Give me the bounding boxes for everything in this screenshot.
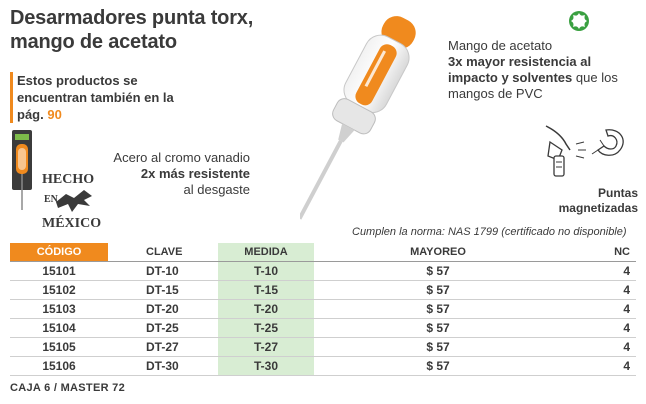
- made-in-line-3: MÉXICO: [42, 216, 102, 231]
- cell-mayoreo: $ 57: [314, 318, 562, 338]
- cell-clave: DT-10: [108, 261, 218, 281]
- eagle-icon: [56, 190, 92, 212]
- standard-note: Cumplen la norma: NAS 1799 (certificado …: [352, 226, 627, 238]
- callout-puntas: Puntas magnetizadas: [548, 186, 638, 216]
- header-clave: CLAVE: [108, 243, 218, 262]
- cell-codigo: 15103: [10, 299, 108, 319]
- cell-nc: 4: [562, 280, 636, 300]
- cell-nc: 4: [562, 356, 636, 376]
- cell-nc: 4: [562, 299, 636, 319]
- title-line-1: Desarmadores punta torx,: [10, 7, 254, 29]
- table-row: 15101 DT-10 T-10 $ 57 4: [10, 261, 636, 281]
- cell-medida: T-20: [218, 299, 314, 319]
- cell-medida: T-10: [218, 261, 314, 281]
- cell-clave: DT-27: [108, 337, 218, 357]
- cell-nc: 4: [562, 318, 636, 338]
- callout-acetato-highlight: 3x mayor resistencia al impacto y solven…: [448, 54, 592, 85]
- cell-mayoreo: $ 57: [314, 261, 562, 281]
- header-codigo: CÓDIGO: [10, 243, 108, 262]
- cell-codigo: 15102: [10, 280, 108, 300]
- table-row: 15106 DT-30 T-30 $ 57 4: [10, 356, 636, 376]
- made-in-mexico-logo: HECHO EN MÉXICO: [40, 172, 102, 234]
- cell-mayoreo: $ 57: [314, 356, 562, 376]
- callout-acero: Acero al cromo vanadio 2x más resistente…: [90, 150, 250, 198]
- table-row: 15103 DT-20 T-20 $ 57 4: [10, 299, 636, 319]
- made-in-line-1: HECHO: [42, 172, 95, 187]
- table-row: 15105 DT-27 T-27 $ 57 4: [10, 337, 636, 357]
- table-row: 15104 DT-25 T-25 $ 57 4: [10, 318, 636, 338]
- cell-mayoreo: $ 57: [314, 299, 562, 319]
- cell-clave: DT-20: [108, 299, 218, 319]
- callout-acetato: Mango de acetato 3x mayor resistencia al…: [448, 38, 620, 102]
- callout-puntas-line-1: Puntas: [597, 186, 638, 200]
- cell-medida: T-27: [218, 337, 314, 357]
- page-title: Desarmadores punta torx, mango de acetat…: [10, 6, 310, 54]
- cell-nc: 4: [562, 337, 636, 357]
- header-mayoreo: MAYOREO: [314, 243, 562, 262]
- torx-star-icon: [569, 11, 589, 31]
- cell-clave: DT-15: [108, 280, 218, 300]
- cell-codigo: 15101: [10, 261, 108, 281]
- crossref-note: Estos productos se encuentran también en…: [10, 72, 190, 123]
- screwdriver-image: [300, 16, 416, 220]
- table-row: 15102 DT-15 T-15 $ 57 4: [10, 280, 636, 300]
- callout-puntas-line-2: magnetizadas: [558, 201, 638, 215]
- cell-codigo: 15105: [10, 337, 108, 357]
- package-image: [12, 130, 32, 210]
- cell-mayoreo: $ 57: [314, 280, 562, 300]
- title-line-2: mango de acetato: [10, 31, 177, 53]
- cell-codigo: 15106: [10, 356, 108, 376]
- callout-acero-rest: al desgaste: [183, 182, 251, 197]
- cell-codigo: 15104: [10, 318, 108, 338]
- cell-mayoreo: $ 57: [314, 337, 562, 357]
- callout-acero-highlight: 2x más resistente: [140, 166, 250, 181]
- header-medida: MEDIDA: [218, 243, 314, 262]
- callout-acero-intro: Acero al cromo vanadio: [113, 150, 250, 165]
- cell-medida: T-30: [218, 356, 314, 376]
- header-nc: NC: [562, 243, 636, 262]
- cell-clave: DT-25: [108, 318, 218, 338]
- product-table: CÓDIGO CLAVE MEDIDA MAYOREO NC 15101 DT-…: [10, 243, 636, 376]
- magnet-icon: [545, 125, 624, 177]
- cell-nc: 4: [562, 261, 636, 281]
- cell-clave: DT-30: [108, 356, 218, 376]
- callout-acetato-intro: Mango de acetato: [448, 38, 553, 53]
- callout-acetato-rest: que los mangos de PVC: [448, 70, 618, 101]
- table-header-row: CÓDIGO CLAVE MEDIDA MAYOREO NC: [10, 243, 636, 262]
- crossref-page-link[interactable]: 90: [47, 107, 62, 122]
- cell-medida: T-25: [218, 318, 314, 338]
- packaging-footer: CAJA 6 / MASTER 72: [10, 382, 126, 394]
- made-in-line-2: EN: [44, 194, 58, 205]
- crossref-text: Estos productos se encuentran también en…: [17, 73, 174, 122]
- cell-medida: T-15: [218, 280, 314, 300]
